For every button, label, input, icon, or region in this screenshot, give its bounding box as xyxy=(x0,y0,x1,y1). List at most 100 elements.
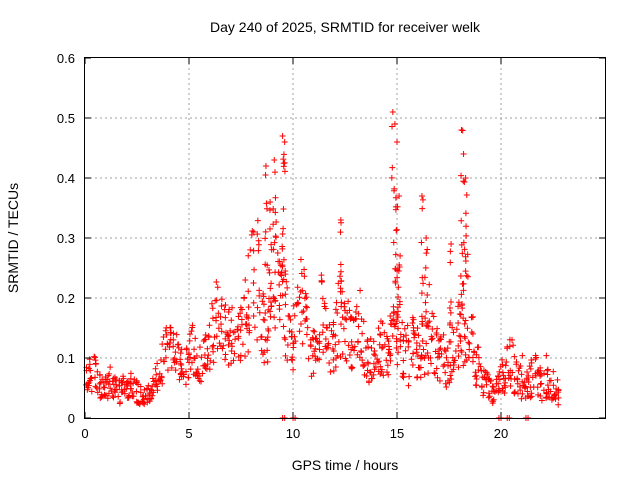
data-point xyxy=(504,343,511,350)
data-point xyxy=(329,345,336,352)
data-point xyxy=(511,389,518,396)
data-point xyxy=(457,311,464,318)
data-point xyxy=(426,281,433,288)
data-point xyxy=(348,338,355,345)
data-point xyxy=(351,343,358,350)
data-point xyxy=(218,296,225,303)
grid-lines xyxy=(85,58,605,418)
data-point xyxy=(237,352,244,359)
data-point xyxy=(178,365,185,372)
data-point xyxy=(302,290,309,297)
data-point xyxy=(140,400,147,407)
data-point xyxy=(215,325,222,332)
data-point xyxy=(413,340,420,347)
data-point xyxy=(394,274,401,281)
data-point xyxy=(242,321,249,328)
data-point xyxy=(242,277,249,284)
data-point xyxy=(304,324,311,331)
data-point xyxy=(463,272,470,279)
data-point xyxy=(104,376,111,383)
data-point xyxy=(245,252,252,259)
data-point xyxy=(282,291,289,298)
data-point xyxy=(268,280,275,287)
data-point xyxy=(289,354,296,361)
data-point xyxy=(469,358,476,365)
data-point xyxy=(303,304,310,311)
data-point xyxy=(105,381,112,388)
data-point xyxy=(506,336,513,343)
data-point xyxy=(429,335,436,342)
data-point xyxy=(282,301,289,308)
data-point xyxy=(441,361,448,368)
data-point xyxy=(463,223,470,230)
data-point xyxy=(316,331,323,338)
data-point xyxy=(511,353,518,360)
data-point xyxy=(393,338,400,345)
data-point xyxy=(91,353,98,360)
data-point xyxy=(394,203,401,210)
data-point xyxy=(88,388,95,395)
data-point xyxy=(442,369,449,376)
data-point xyxy=(280,225,287,232)
data-point xyxy=(215,310,222,317)
data-point xyxy=(250,299,257,306)
data-point xyxy=(527,365,534,372)
x-tick-label: 15 xyxy=(390,426,404,441)
data-point xyxy=(251,266,258,273)
data-point xyxy=(501,390,508,397)
data-point xyxy=(196,377,203,384)
data-point xyxy=(537,392,544,399)
data-point xyxy=(137,383,144,390)
data-point xyxy=(157,377,164,384)
data-point xyxy=(180,373,187,380)
data-point xyxy=(391,185,398,192)
data-point xyxy=(238,316,245,323)
data-point xyxy=(267,199,274,205)
data-point xyxy=(440,331,447,338)
data-point xyxy=(550,368,557,375)
data-point xyxy=(337,261,344,268)
data-point xyxy=(388,174,395,181)
data-point xyxy=(291,312,298,319)
data-point xyxy=(228,360,235,367)
data-point xyxy=(395,308,402,315)
data-point xyxy=(201,336,208,343)
data-point xyxy=(246,329,253,336)
data-point xyxy=(447,309,454,316)
data-point xyxy=(393,226,400,233)
data-point xyxy=(96,385,103,392)
data-point xyxy=(411,334,418,341)
data-point xyxy=(228,317,235,324)
data-point xyxy=(475,354,482,361)
data-point xyxy=(145,382,152,389)
data-point xyxy=(222,314,229,321)
data-point xyxy=(390,239,397,246)
data-point xyxy=(413,346,420,353)
data-point xyxy=(544,366,551,373)
data-point xyxy=(546,394,553,401)
data-point xyxy=(466,340,473,347)
data-point xyxy=(227,327,234,334)
data-point xyxy=(153,381,160,388)
data-point xyxy=(399,319,406,326)
data-point xyxy=(419,196,426,203)
data-point xyxy=(267,285,274,292)
data-point xyxy=(241,294,248,301)
data-point xyxy=(262,309,269,316)
data-point xyxy=(447,248,454,255)
data-point xyxy=(194,366,201,373)
data-point xyxy=(205,352,212,359)
data-point xyxy=(461,333,468,340)
data-point xyxy=(210,359,217,366)
data-point xyxy=(460,362,467,369)
data-point xyxy=(332,332,339,339)
data-point xyxy=(318,272,325,279)
data-point xyxy=(329,333,336,340)
data-point xyxy=(423,235,430,241)
data-point xyxy=(368,344,375,351)
data-point xyxy=(389,164,396,171)
data-point xyxy=(142,392,149,399)
data-point xyxy=(339,288,346,295)
data-point xyxy=(237,304,244,311)
data-point xyxy=(220,342,227,349)
